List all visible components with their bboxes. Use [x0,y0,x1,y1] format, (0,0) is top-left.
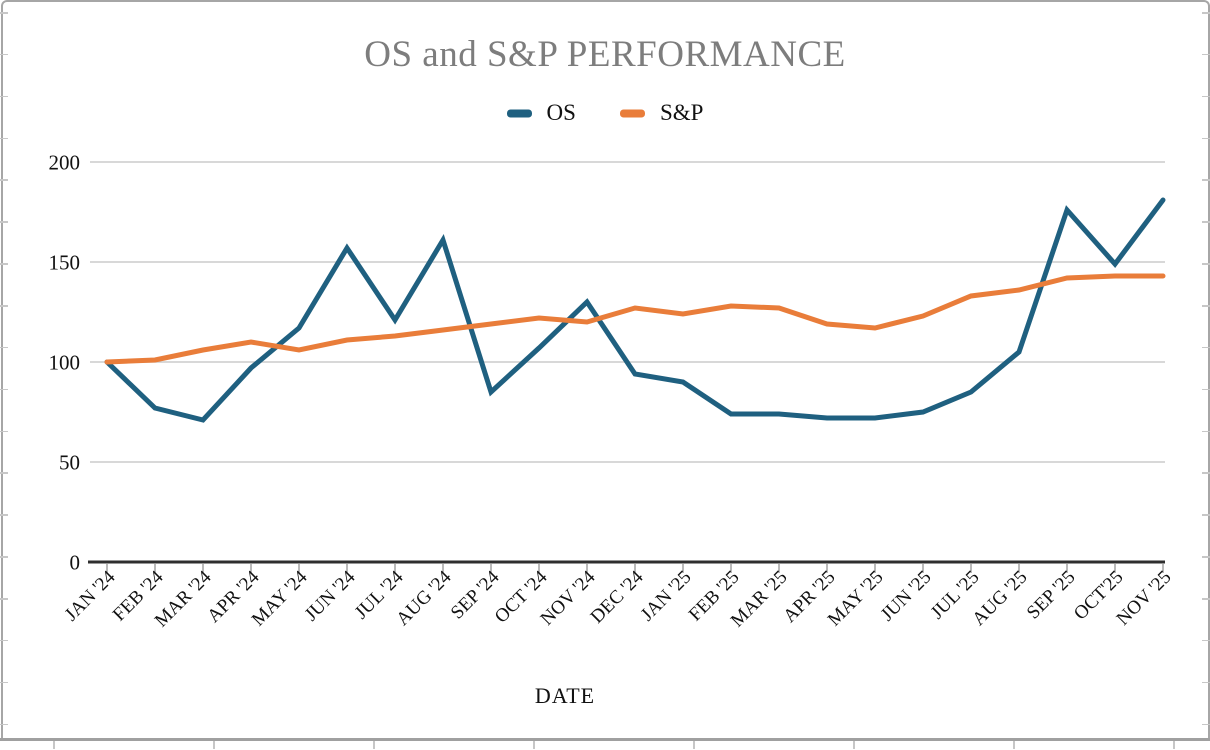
y-tick-label: 200 [49,151,81,175]
legend-label-os: OS [546,100,576,125]
edge-tick [1202,346,1210,349]
edge-tick [0,681,8,684]
edge-tick [1202,639,1210,642]
x-tick-label: JUN '24 [301,566,360,625]
x-tick-label: JUN '25 [877,567,936,626]
edge-tick [0,221,8,223]
x-tick-label: JAN '24 [61,566,120,625]
y-tick-label: 50 [59,451,80,475]
x-tick-label: DEC '24 [587,566,648,627]
y-tick-label: 100 [49,351,81,375]
edge-tick [0,137,8,140]
y-tick-label: 0 [70,551,81,575]
edge-tick [1202,388,1210,391]
edge-tick [1202,681,1210,684]
x-tick-label: NOV '24 [537,566,600,629]
os-line [104,197,1166,423]
sp-legend-swatch-icon [619,109,645,117]
edge-tick [1202,514,1210,516]
edge-tick [1202,598,1210,600]
legend-label-sp: S&P [659,100,704,125]
edge-tick [373,741,375,749]
edge-tick [1173,741,1175,749]
edge-tick [0,598,8,600]
os-legend-swatch-icon [506,109,532,117]
edge-tick [533,741,535,749]
edge-tick [1202,472,1210,474]
edge-tick [0,472,8,474]
frame-bottom-line [0,738,1210,741]
edge-tick [1202,430,1210,433]
edge-tick [0,305,8,307]
edge-tick [1202,723,1210,726]
legend-item-os: OS [506,100,576,126]
edge-tick [0,556,8,558]
y-tick-label: 150 [49,251,81,275]
edge-tick [0,514,8,516]
x-tick-label: JAN '25 [637,567,696,626]
edge-tick [1202,305,1210,307]
edge-tick [1202,221,1210,223]
edge-tick [0,723,8,726]
x-tick-label: AUG '24 [392,566,456,630]
edge-tick [0,388,8,391]
edge-tick [0,179,8,181]
edge-tick [1202,556,1210,558]
legend-item-sp: S&P [619,100,704,126]
edge-tick [0,430,8,433]
sp-line [104,273,1166,365]
edge-tick [1202,179,1210,181]
edge-tick [1202,12,1210,14]
edge-tick [0,12,8,14]
edge-tick [1202,263,1210,265]
edge-tick [1202,95,1210,98]
edge-tick [213,741,215,749]
edge-tick [1202,53,1210,56]
edge-tick [1202,137,1210,140]
x-axis-title: DATE [534,683,596,708]
edge-tick [53,741,55,749]
edge-tick [693,741,695,749]
edge-tick [0,53,8,56]
edge-tick [853,741,855,749]
edge-tick [0,95,8,98]
edge-tick [1013,741,1015,749]
edge-tick [0,639,8,642]
edge-tick [0,346,8,349]
chart-title: OS and S&P PERFORMANCE [364,34,846,75]
edge-tick [0,263,8,265]
chart-legend: OS S&P [0,100,1210,126]
x-tick-label: SEP '25 [1023,567,1080,624]
